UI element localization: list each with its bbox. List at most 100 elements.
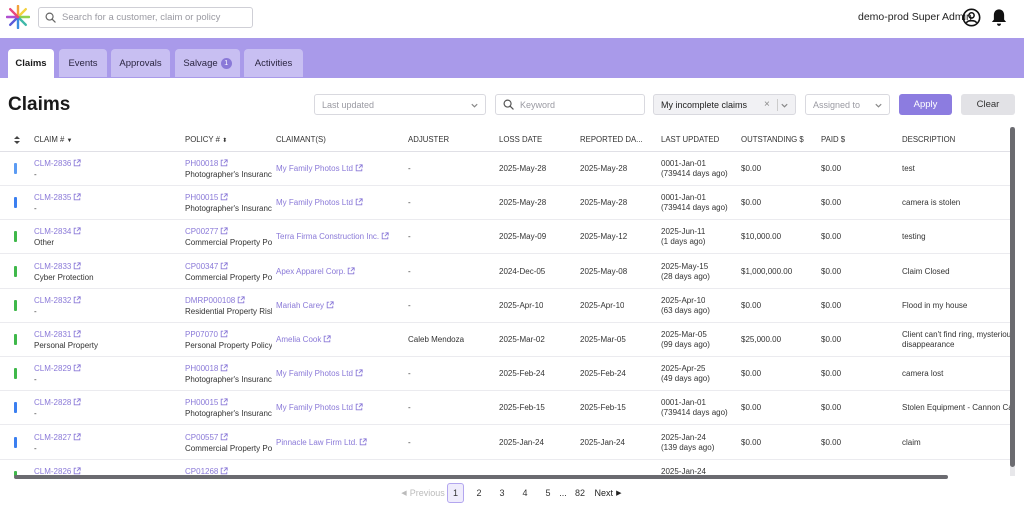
external-link-icon[interactable] (326, 301, 334, 309)
global-search[interactable] (38, 7, 253, 28)
column-policy[interactable]: POLICY # ⬍ (185, 135, 227, 144)
page-button-4[interactable]: 4 (522, 488, 528, 498)
claim-number-link[interactable]: CLM-2827 (34, 433, 81, 442)
keyword-input[interactable]: Keyword (495, 94, 645, 115)
claimant-link[interactable]: Amelia Cook (276, 335, 331, 344)
column-adjuster[interactable]: ADJUSTER (408, 135, 450, 144)
global-search-input[interactable] (62, 12, 242, 23)
claim-number-link[interactable]: CLM-2831 (34, 330, 81, 339)
page-button-3[interactable]: 3 (499, 488, 505, 498)
external-link-icon[interactable] (73, 398, 81, 406)
external-link-icon[interactable] (220, 193, 228, 201)
sort-status-icon[interactable] (14, 136, 20, 144)
policy-number-link[interactable]: CP00277 (185, 227, 228, 236)
table-row[interactable]: CLM-2828- PH00015 Photographer's Insurance… (0, 391, 1010, 426)
external-link-icon[interactable] (73, 193, 81, 201)
claim-number-link[interactable]: CLM-2836 (34, 159, 81, 168)
chevron-down-icon[interactable] (780, 101, 789, 110)
apply-button[interactable]: Apply (899, 94, 952, 115)
claimant-link[interactable]: My Family Photos Ltd (276, 369, 363, 378)
claimant-link[interactable]: My Family Photos Ltd (276, 403, 363, 412)
table-row[interactable]: CLM-2832- DMRP000108 Residential Property … (0, 289, 1010, 323)
column-reported-date[interactable]: REPORTED DA... (580, 135, 643, 144)
claimant-link[interactable]: My Family Photos Ltd (276, 198, 363, 207)
table-row[interactable]: CLM-2835- PH00015 Photographer's Insurance… (0, 186, 1010, 221)
column-loss-date[interactable]: LOSS DATE (499, 135, 543, 144)
notifications-bell-icon[interactable] (990, 8, 1008, 27)
column-paid[interactable]: PAID $ (821, 135, 846, 144)
column-outstanding[interactable]: OUTSTANDING $ (741, 135, 804, 144)
assigned-to-select[interactable]: Assigned to (805, 94, 890, 115)
policy-number-link[interactable]: CP01268 (185, 467, 228, 476)
tab-salvage[interactable]: Salvage 1 (175, 49, 240, 77)
external-link-icon[interactable] (73, 467, 81, 475)
table-row[interactable]: CLM-2834 Other CP00277 Commercial Property … (0, 220, 1010, 255)
column-claim[interactable]: CLAIM # ▼ (34, 135, 72, 144)
last-updated-select[interactable]: Last updated (314, 94, 486, 115)
tab-events[interactable]: Events (59, 49, 107, 77)
claim-number-link[interactable]: CLM-2829 (34, 364, 81, 373)
external-link-icon[interactable] (323, 335, 331, 343)
table-row[interactable]: CLM-2826 CP01268 2025-Jan-24 (0, 460, 1010, 476)
horizontal-scrollbar[interactable] (14, 475, 948, 479)
external-link-icon[interactable] (355, 403, 363, 411)
policy-number-link[interactable]: PH00018 (185, 159, 228, 168)
user-name[interactable]: demo-prod Super Admin (858, 11, 972, 23)
tab-approvals[interactable]: Approvals (111, 49, 170, 77)
claimant-link[interactable]: Terra Firma Construction Inc. (276, 232, 389, 241)
external-link-icon[interactable] (73, 261, 81, 270)
next-page-button[interactable]: Next ▶ (592, 483, 624, 503)
column-claimants[interactable]: CLAIMANT(S) (276, 135, 326, 144)
app-logo[interactable] (6, 5, 30, 29)
policy-number-link[interactable]: DMRP000108 (185, 296, 245, 305)
table-row[interactable]: CLM-2831 Personal Property PP07070 Personal… (0, 323, 1010, 357)
claimant-link[interactable]: My Family Photos Ltd (276, 164, 363, 173)
claimant-link[interactable]: Pinnacle Law Firm Ltd. (276, 437, 368, 447)
external-link-icon[interactable] (220, 432, 228, 441)
policy-number-link[interactable]: CP00347 (185, 262, 228, 271)
clear-button[interactable]: Clear (961, 94, 1015, 115)
claim-number-link[interactable]: CLM-2834 (34, 227, 81, 236)
external-link-icon[interactable] (220, 159, 228, 167)
claim-number-link[interactable]: CLM-2832 (34, 296, 81, 305)
external-link-icon[interactable] (73, 227, 81, 235)
external-link-icon[interactable] (73, 330, 81, 338)
claims-scope-select[interactable]: My incomplete claims × (653, 94, 796, 115)
external-link-icon[interactable] (220, 398, 228, 406)
claim-number-link[interactable]: CLM-2833 (34, 262, 81, 271)
external-link-icon[interactable] (73, 364, 81, 372)
column-last-updated[interactable]: LAST UPDATED (661, 135, 720, 144)
policy-number-link[interactable]: PH00018 (185, 364, 228, 373)
page-button-2[interactable]: 2 (476, 488, 482, 498)
external-link-icon[interactable] (355, 164, 363, 172)
external-link-icon[interactable] (220, 227, 228, 235)
external-link-icon[interactable] (359, 437, 368, 446)
page-button-last[interactable]: 82 (574, 488, 585, 498)
page-button-1[interactable]: 1 (447, 483, 464, 503)
table-row[interactable]: CLM-2836 - PH00018 Photographer's Insurance… (0, 152, 1010, 186)
tab-activities[interactable]: Activities (244, 49, 303, 77)
policy-number-link[interactable]: CP00557 (185, 433, 228, 442)
previous-page-button[interactable]: ◀ Previous (400, 483, 446, 503)
policy-number-link[interactable]: PH00015 (185, 398, 228, 407)
vertical-scrollbar[interactable] (1010, 127, 1015, 476)
clear-selection-icon[interactable]: × (764, 99, 770, 110)
claim-number-link[interactable]: CLM-2828 (34, 398, 81, 407)
column-description[interactable]: DESCRIPTION (902, 135, 956, 144)
external-link-icon[interactable] (73, 432, 81, 441)
claim-number-link[interactable]: CLM-2826 (34, 467, 81, 476)
external-link-icon[interactable] (73, 159, 81, 167)
claimant-link[interactable]: Apex Apparel Corp. (276, 266, 356, 276)
external-link-icon[interactable] (381, 232, 389, 240)
external-link-icon[interactable] (237, 296, 245, 304)
external-link-icon[interactable] (220, 261, 228, 270)
external-link-icon[interactable] (355, 198, 363, 206)
external-link-icon[interactable] (355, 369, 363, 377)
page-button-5[interactable]: 5 (545, 488, 551, 498)
table-row[interactable]: CLM-2829- PH00018 Photographer's Insurance… (0, 357, 1010, 392)
vertical-scroll-thumb[interactable] (1010, 127, 1015, 467)
external-link-icon[interactable] (73, 296, 81, 304)
external-link-icon[interactable] (220, 330, 228, 338)
external-link-icon[interactable] (347, 266, 356, 275)
